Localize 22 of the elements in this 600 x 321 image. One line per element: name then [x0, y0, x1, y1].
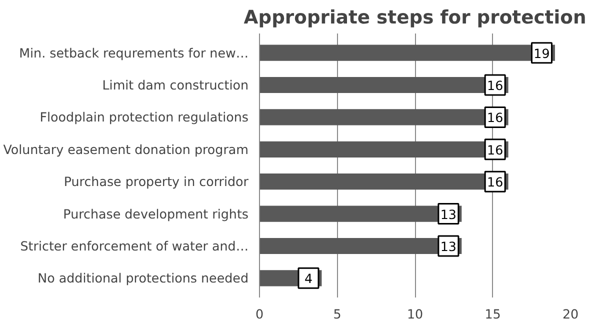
data-label: 16: [487, 174, 504, 190]
y-tick-label: Purchase development rights: [63, 206, 249, 222]
chart-title: Appropriate steps for protection: [244, 8, 586, 28]
y-tick-label: No additional protections needed: [38, 270, 249, 286]
y-tick-label: Purchase property in corridor: [64, 174, 250, 190]
data-label: 13: [440, 206, 456, 222]
x-tick-label: 10: [406, 306, 424, 321]
data-label: 16: [487, 110, 504, 126]
x-tick-label: 0: [255, 306, 264, 321]
x-tick-label: 20: [562, 306, 579, 321]
data-label: 19: [534, 46, 550, 61]
y-tick-label: Stricter enforcement of water and…: [20, 238, 249, 254]
x-tick-label: 15: [484, 306, 501, 321]
data-label: 4: [304, 271, 313, 286]
y-tick-label: Voluntary easement donation program: [3, 142, 249, 157]
data-label: 16: [487, 78, 504, 94]
y-tick-label: Floodplain protection regulations: [40, 110, 249, 125]
data-label: 13: [440, 238, 456, 254]
y-tick-label: Min. setback requrements for new…: [19, 45, 249, 60]
data-label: 16: [487, 142, 504, 158]
y-tick-label: Limit dam construction: [102, 78, 249, 93]
x-tick-label: 5: [333, 306, 342, 321]
